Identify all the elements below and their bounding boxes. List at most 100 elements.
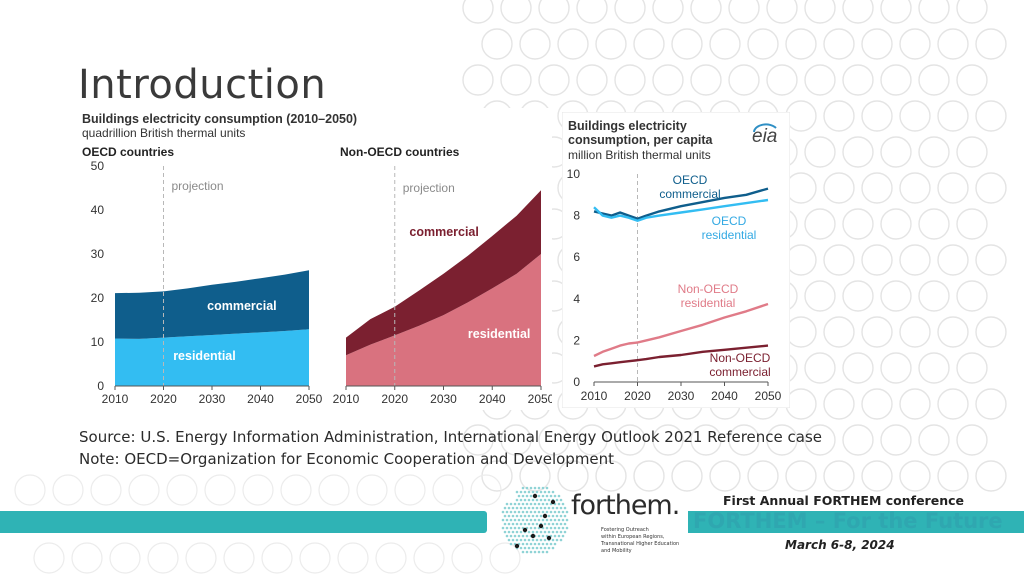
map-dot (507, 514, 511, 518)
map-city-dot (550, 499, 556, 505)
map-dot (545, 518, 549, 522)
map-dot (537, 518, 541, 522)
map-dot (563, 522, 567, 526)
map-dot (503, 530, 507, 534)
background-circle (899, 316, 931, 348)
background-circle (185, 542, 217, 574)
map-dot (541, 510, 545, 514)
background-circle (785, 460, 817, 492)
map-dot (561, 502, 565, 506)
background-circle (633, 460, 665, 492)
background-circle (956, 208, 988, 240)
background-circle (557, 460, 589, 492)
map-dot (531, 490, 535, 494)
per-capita-chart-panel: Buildings electricity consumption, per ca… (562, 112, 790, 408)
background-circle (861, 388, 893, 420)
series-label-line-2: commercial (659, 187, 720, 201)
map-dot (565, 510, 569, 514)
eia-logo-swoosh (753, 123, 777, 133)
map-dot (561, 518, 565, 522)
map-dot (535, 490, 539, 494)
map-dot (549, 542, 553, 546)
series-label-line-1: Non-OECD (710, 351, 771, 365)
map-dot (563, 506, 567, 510)
map-dot (537, 542, 541, 546)
background-circle (595, 460, 627, 492)
background-circle (975, 172, 1007, 204)
background-circle (937, 388, 969, 420)
y-tick-label: 4 (573, 292, 580, 306)
background-circle (785, 316, 817, 348)
map-dot (507, 522, 511, 526)
map-dot (515, 498, 519, 502)
map-dot (551, 490, 555, 494)
map-dot (553, 534, 557, 538)
background-circle (785, 28, 817, 60)
background-circle (937, 172, 969, 204)
map-dot (511, 538, 515, 542)
background-circle (880, 64, 912, 96)
map-dot (519, 506, 523, 510)
map-dot (539, 514, 543, 518)
background-circle (823, 388, 855, 420)
background-circle (147, 542, 179, 574)
logo-tagline-line: within European Regions, (601, 534, 665, 540)
map-dot (529, 542, 533, 546)
map-dot (563, 514, 567, 518)
map-dot (511, 522, 515, 526)
map-dot (519, 498, 523, 502)
background-circle (595, 28, 627, 60)
background-circle (747, 460, 779, 492)
map-dot (517, 526, 521, 530)
map-dot (511, 514, 515, 518)
map-dot (525, 518, 529, 522)
background-circle (337, 542, 369, 574)
series-label-residential: residential (468, 327, 531, 341)
map-dot (527, 490, 531, 494)
map-dot (519, 514, 523, 518)
background-circle (842, 280, 874, 312)
series-label-line-1: OECD (712, 214, 747, 228)
map-dot (521, 502, 525, 506)
background-circle (880, 136, 912, 168)
map-dot (539, 506, 543, 510)
y-tick-label: 50 (91, 159, 105, 173)
europe-map-dots-icon (501, 486, 569, 554)
x-tick-label: 2040 (247, 392, 274, 406)
map-dot (537, 494, 541, 498)
map-dot (525, 510, 529, 514)
map-dot (525, 542, 529, 546)
map-dot (527, 530, 531, 534)
background-circle (804, 64, 836, 96)
map-dot (555, 514, 559, 518)
background-circle (937, 316, 969, 348)
map-dot (559, 522, 563, 526)
map-dot (513, 518, 517, 522)
background-circle (785, 100, 817, 132)
map-dot (531, 514, 535, 518)
background-circle (804, 136, 836, 168)
map-dot (533, 486, 537, 490)
map-dot (523, 506, 527, 510)
background-circle (52, 474, 84, 506)
background-circle (842, 424, 874, 456)
slide-title: Introduction (78, 62, 327, 108)
map-dot (533, 526, 537, 530)
map-dot (509, 526, 513, 530)
map-dot (523, 546, 527, 550)
chart-title-line-1: Buildings electricity (568, 119, 687, 133)
map-dot (547, 546, 551, 550)
background-circle (804, 352, 836, 384)
background-circle (223, 542, 255, 574)
background-circle (918, 64, 950, 96)
map-dot (557, 526, 561, 530)
conference-date: March 6-8, 2024 (785, 538, 895, 552)
background-circle (918, 0, 950, 24)
map-dot (509, 510, 513, 514)
background-circle (975, 28, 1007, 60)
map-dot (539, 498, 543, 502)
map-dot (503, 506, 507, 510)
map-dot (545, 542, 549, 546)
map-dot (561, 526, 565, 530)
map-dot (535, 530, 539, 534)
